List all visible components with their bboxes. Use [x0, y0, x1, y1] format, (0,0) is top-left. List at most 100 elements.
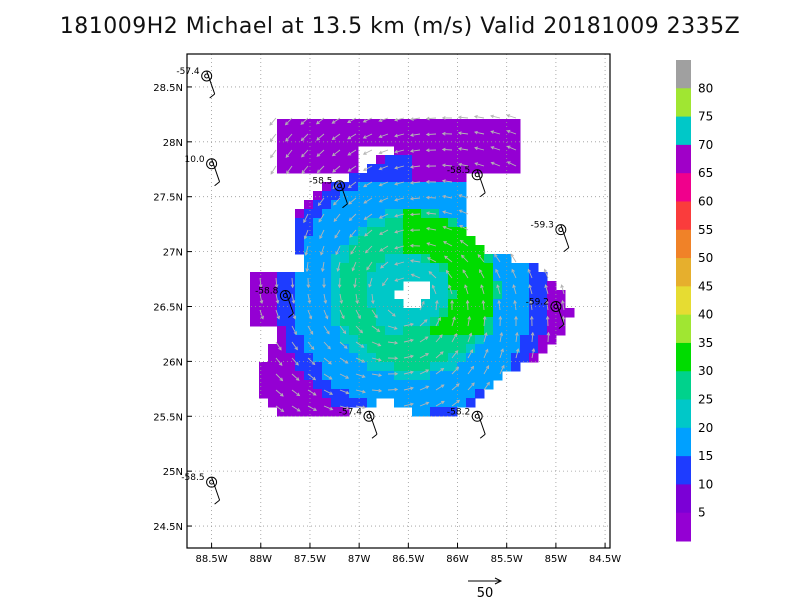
- wind-cell: [286, 362, 296, 372]
- wind-cell: [313, 299, 323, 309]
- wind-arrow: [323, 325, 330, 335]
- wind-cell: [484, 290, 494, 300]
- wind-cell: [385, 281, 395, 291]
- wind-cell: [457, 137, 467, 147]
- wind-cell: [304, 407, 314, 417]
- wind-arrow: [410, 133, 421, 136]
- wind-arrow: [270, 149, 277, 158]
- wind-cell: [376, 191, 386, 201]
- wind-arrow: [480, 284, 485, 295]
- wind-arrow: [426, 197, 437, 199]
- wind-cell: [502, 308, 512, 318]
- wind-cell: [448, 200, 458, 210]
- wind-cell: [385, 128, 395, 138]
- plot-frame: [186, 53, 611, 549]
- wind-cell: [295, 290, 305, 300]
- wind-arrow: [410, 165, 421, 168]
- wind-cell: [385, 272, 395, 282]
- wind-cell: [421, 146, 431, 156]
- wind-cell: [403, 317, 413, 327]
- wind-arrow: [348, 165, 357, 172]
- wind-arrow: [306, 261, 309, 272]
- wind-arrow: [379, 133, 389, 138]
- wind-cell: [475, 281, 485, 291]
- wind-cell: [376, 218, 386, 228]
- wind-cell: [412, 245, 422, 255]
- wind-cell: [349, 371, 359, 381]
- wind-arrow: [365, 245, 373, 254]
- wind-arrow: [483, 382, 490, 391]
- wind-cell: [448, 128, 458, 138]
- wind-arrow: [339, 389, 349, 394]
- wind-cell: [493, 164, 503, 174]
- wind-cell: [538, 335, 548, 345]
- wind-cell: [520, 308, 530, 318]
- wind-cell: [340, 245, 350, 255]
- wind-cell: [475, 353, 485, 363]
- wind-cell: [268, 272, 278, 282]
- wind-cell: [340, 362, 350, 372]
- wind-cell: [439, 272, 449, 282]
- station-marker: 10.0: [185, 155, 221, 187]
- wind-cell: [403, 308, 413, 318]
- wind-cell: [376, 209, 386, 219]
- wind-cell: [403, 326, 413, 336]
- wind-cell: [493, 326, 503, 336]
- wind-arrow: [379, 229, 389, 235]
- wind-cell: [286, 407, 296, 417]
- wind-cell: [367, 389, 377, 399]
- wind-cell: [376, 281, 386, 291]
- wind-cell: [475, 308, 485, 318]
- wind-arrow: [355, 325, 363, 334]
- wind-cell: [520, 335, 530, 345]
- colorbar-swatch: [676, 484, 691, 514]
- wind-cell: [286, 146, 296, 156]
- wind-cell: [475, 344, 485, 354]
- wind-cell: [259, 281, 269, 291]
- wind-arrow: [323, 341, 331, 350]
- wind-cell: [394, 236, 404, 246]
- wind-arrow: [387, 309, 396, 317]
- wind-cell: [439, 236, 449, 246]
- wind-cell: [376, 173, 386, 183]
- wind-cell: [376, 200, 386, 210]
- wind-cell: [538, 272, 548, 282]
- wind-arrow: [394, 149, 405, 153]
- wind-cell: [340, 227, 350, 237]
- wind-cell: [448, 173, 458, 183]
- wind-cell: [322, 119, 332, 129]
- wind-cell: [412, 137, 422, 147]
- wind-cell: [475, 245, 485, 255]
- station-label: -57.4: [176, 67, 200, 77]
- wind-cell: [394, 389, 404, 399]
- wind-cell: [250, 290, 260, 300]
- wind-cell: [430, 263, 440, 273]
- wind-cell: [403, 371, 413, 381]
- colorbar-swatch: [676, 116, 691, 146]
- wind-cell: [295, 236, 305, 246]
- wind-cell: [502, 119, 512, 129]
- wind-cell: [367, 245, 377, 255]
- wind-cell: [421, 389, 431, 399]
- wind-cell: [511, 290, 521, 300]
- wind-arrow: [394, 277, 405, 282]
- wind-arrow: [349, 213, 357, 221]
- wind-cell: [259, 380, 269, 390]
- wind-arrow: [410, 117, 421, 120]
- wind-cell: [304, 290, 314, 300]
- wind-cell: [349, 182, 359, 192]
- wind-arrow: [419, 402, 429, 407]
- wind-cell: [502, 299, 512, 309]
- wind-cell: [349, 389, 359, 399]
- wind-cell: [412, 218, 422, 228]
- wind-arrow: [355, 293, 358, 304]
- wind-cell: [412, 191, 422, 201]
- wind-cell: [349, 137, 359, 147]
- wind-cell: [421, 218, 431, 228]
- wind-cell: [367, 308, 377, 318]
- wind-cell: [286, 137, 296, 147]
- wind-cell: [502, 344, 512, 354]
- wind-cell: [439, 164, 449, 174]
- wind-arrow: [507, 130, 517, 135]
- wind-cell: [304, 371, 314, 381]
